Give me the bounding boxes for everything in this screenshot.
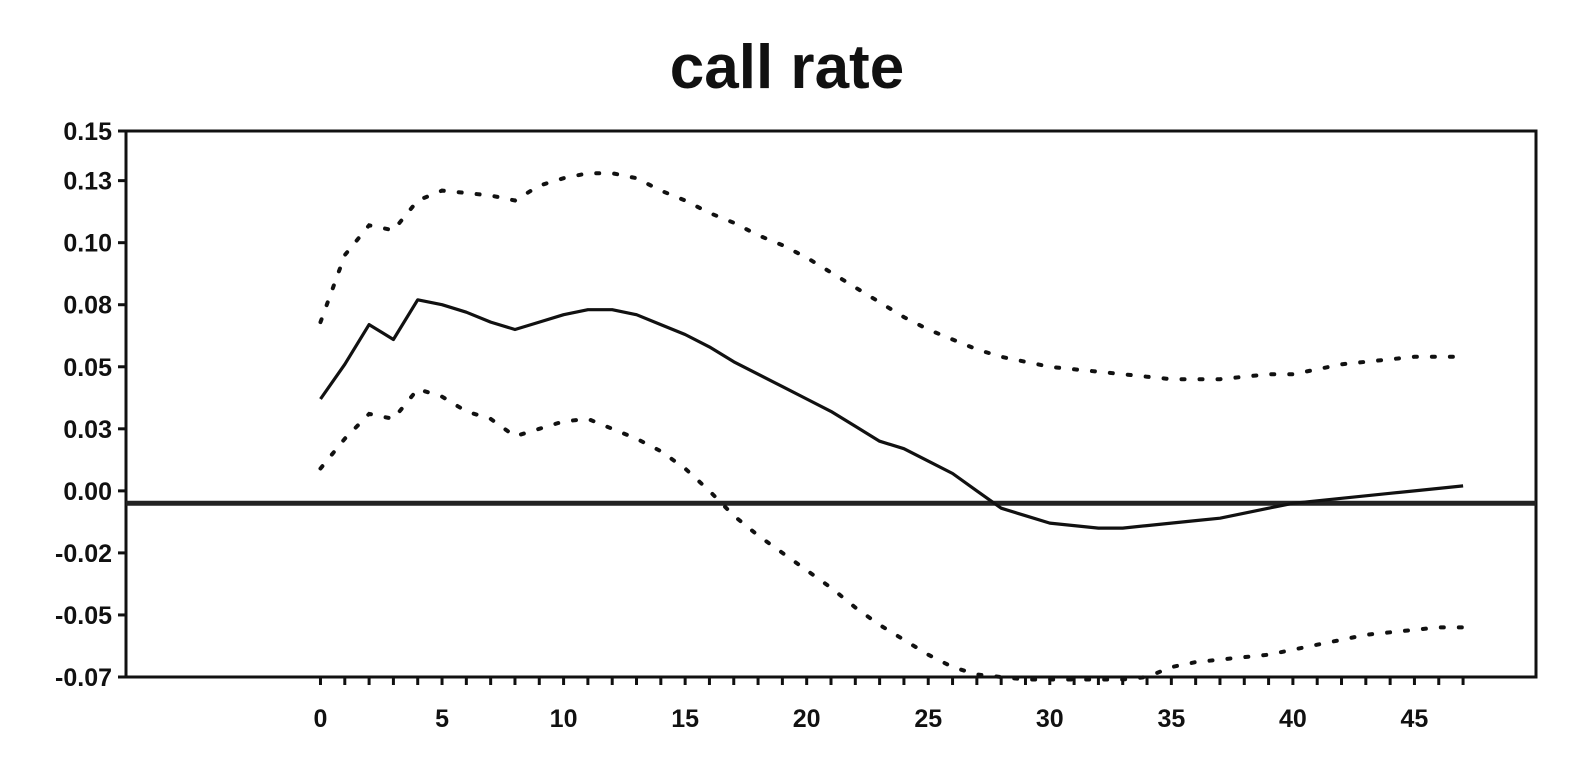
x-tick-label: 20 xyxy=(793,705,821,733)
y-tick-label: 0.10 xyxy=(63,230,112,258)
x-tick-label: 40 xyxy=(1279,705,1307,733)
x-tick-label: 25 xyxy=(914,705,942,733)
y-tick-label: 0.00 xyxy=(63,478,112,506)
plot-frame xyxy=(124,129,1538,679)
lower-confidence-band xyxy=(318,386,1466,682)
x-tick-label: 10 xyxy=(550,705,578,733)
y-tick-label: -0.07 xyxy=(55,664,112,692)
x-tick-label: 0 xyxy=(314,705,328,733)
x-tick-label: 45 xyxy=(1401,705,1429,733)
y-tick-label: 0.08 xyxy=(63,292,112,320)
y-tick-label: 0.05 xyxy=(63,354,112,382)
y-tick-label: -0.05 xyxy=(55,602,112,630)
chart-title: call rate xyxy=(670,33,904,102)
impulse-response-line xyxy=(319,298,1464,530)
y-tick-label: 0.03 xyxy=(63,416,112,444)
upper-confidence-band xyxy=(318,171,1466,382)
y-tick-label: 0.15 xyxy=(63,118,112,146)
x-tick-label: 35 xyxy=(1157,705,1185,733)
series-layer xyxy=(318,171,1466,682)
y-tick-label: 0.13 xyxy=(63,168,112,196)
y-tick-label: -0.02 xyxy=(55,540,112,568)
x-tick-label: 30 xyxy=(1036,705,1064,733)
x-tick-label: 15 xyxy=(671,705,699,733)
y-axis: -0.07 -0.05 -0.02 0.00 0.03 0.05 0.08 0.10 0.13 0… xyxy=(55,118,126,692)
x-axis: 0 5 10 15 20 25 30 35 40 45 xyxy=(314,677,1465,733)
x-tick-label: 5 xyxy=(435,705,449,733)
